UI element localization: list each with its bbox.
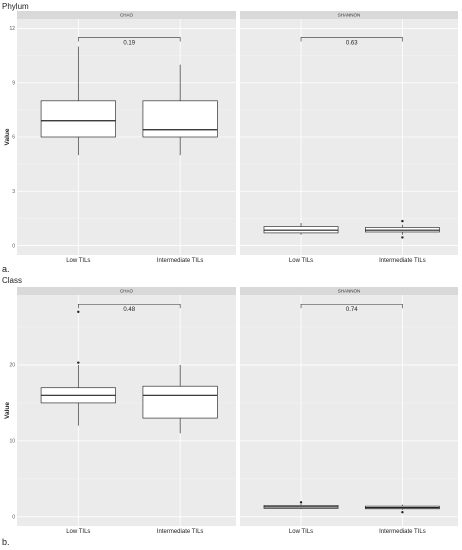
x-tick-label: Intermediate TILs (379, 529, 426, 535)
box-1 (40, 310, 116, 426)
x-tick-label: Intermediate TILs (157, 529, 204, 535)
outlier-point (401, 236, 404, 239)
x-tick-label: Low TILs (289, 258, 313, 264)
outlier-point (401, 219, 404, 223)
box-body (142, 100, 218, 138)
facet-strip (17, 11, 236, 19)
y-tick-label: 0 (12, 514, 15, 520)
box-body (40, 100, 116, 138)
box-body (142, 385, 218, 419)
panel-chao: CHAO Low TILs Intermediate TILs 0.19 (17, 11, 236, 264)
significance-bracket (300, 303, 403, 309)
p-value-label: 0.48 (123, 307, 135, 313)
box-2 (142, 64, 218, 156)
p-value-label: 0.19 (123, 40, 135, 46)
x-tick-label: Low TILs (66, 529, 90, 535)
facet-strip (240, 287, 458, 295)
chart-title: Class (2, 276, 22, 285)
x-tick-label: Low TILs (289, 529, 313, 535)
panel-background (240, 295, 458, 526)
y-tick-label: 12 (9, 26, 15, 32)
p-value-label: 0.74 (346, 307, 358, 313)
p-value-label: 0.63 (346, 40, 358, 46)
chart-1: Phylum a. Value 0 3 6 9 12 CHAO Low TILs Intermedi… (2, 2, 458, 274)
y-tick-label: 10 (9, 439, 15, 445)
chart-title: Phylum (2, 2, 29, 11)
panel-shannon: SHANNON Low TILs Intermediate TILs 0.63 (240, 11, 458, 264)
significance-bracket (78, 37, 181, 42)
facet-label: SHANNON (338, 289, 361, 294)
outlier-point (401, 511, 404, 514)
outlier-point (77, 310, 80, 314)
box-2 (365, 219, 440, 239)
chart-letter: b. (2, 537, 10, 547)
facet-label: SHANNON (338, 13, 361, 18)
box-2 (365, 504, 440, 514)
chart-2: Class b. Value 0 10 20 CHAO Low TILs Intermediat… (2, 276, 458, 547)
box-2 (142, 364, 218, 434)
y-tick-label: 0 (12, 243, 15, 249)
y-tick-label: 20 (9, 363, 15, 369)
y-tick-label: 3 (12, 189, 15, 195)
facet-strip (17, 287, 236, 295)
facet-label: CHAO (120, 289, 134, 294)
facet-label: CHAO (120, 13, 134, 18)
panel-chao: CHAO Low TILs Intermediate TILs 0.48 (17, 287, 236, 535)
y-tick-label: 9 (12, 80, 15, 86)
chart-letter: a. (2, 264, 10, 274)
y-axis-title: Value (4, 402, 11, 419)
facet-strip (240, 11, 458, 19)
box-1 (263, 222, 339, 235)
box-1 (40, 46, 116, 156)
y-tick-label: 6 (12, 135, 15, 141)
y-axis-title: Value (4, 128, 11, 145)
box-1 (263, 501, 339, 510)
x-tick-label: Low TILs (66, 258, 90, 264)
outlier-point (77, 361, 80, 364)
panel-shannon: SHANNON Low TILs Intermediate TILs 0.74 (240, 287, 458, 535)
significance-bracket (78, 303, 181, 309)
outlier-point (299, 501, 303, 504)
x-tick-label: Intermediate TILs (379, 258, 426, 264)
significance-bracket (300, 37, 403, 42)
x-tick-label: Intermediate TILs (157, 258, 204, 264)
